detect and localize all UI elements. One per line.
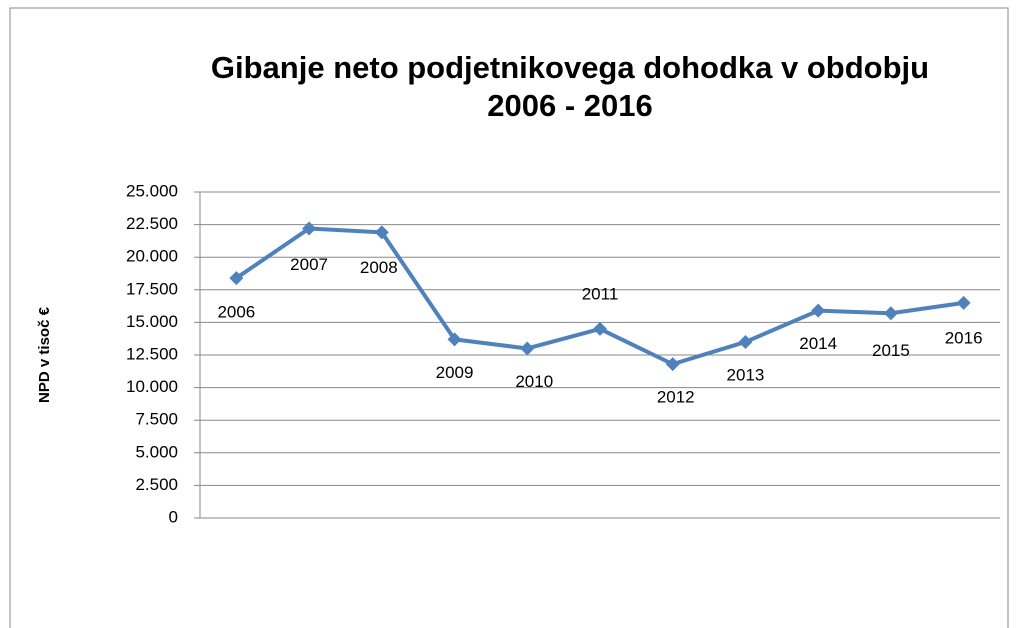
data-label: 2006 <box>217 303 255 322</box>
y-tick-label: 17.500 <box>126 279 178 298</box>
marker <box>520 341 535 356</box>
chart-frame <box>9 7 1009 628</box>
data-label: 2011 <box>582 284 619 303</box>
marker <box>883 306 898 321</box>
data-label: 2015 <box>872 341 910 360</box>
marker <box>302 221 317 236</box>
data-label: 2013 <box>727 365 765 384</box>
data-label: 2016 <box>945 328 983 347</box>
data-label: 2010 <box>515 372 553 391</box>
marker <box>593 321 607 336</box>
data-label: 2009 <box>436 363 474 382</box>
y-tick-label: 20.000 <box>126 247 178 266</box>
marker <box>811 303 826 318</box>
y-tick-label: 7.500 <box>135 410 178 429</box>
chart-title: 2006 - 2016 <box>487 88 652 123</box>
y-tick-label: 12.500 <box>126 344 178 363</box>
marker <box>447 332 462 347</box>
marker <box>665 357 680 372</box>
marker <box>956 295 971 310</box>
y-tick-label: 10.000 <box>126 377 178 396</box>
chart-title: Gibanje neto podjetnikovega dohodka v ob… <box>211 50 929 85</box>
y-tick-label: 5.000 <box>135 442 178 461</box>
marker <box>229 271 244 286</box>
y-tick-label: 25.000 <box>126 181 178 200</box>
data-label: 2012 <box>657 388 695 407</box>
data-label: 2014 <box>799 334 837 353</box>
y-tick-label: 0 <box>169 507 178 526</box>
y-tick-label: 15.000 <box>126 312 178 331</box>
y-tick-label: 22.500 <box>126 214 178 233</box>
y-tick-label: 2.500 <box>135 475 178 494</box>
y-axis-title: NPD v tisoč € <box>36 306 53 403</box>
data-label: 2008 <box>360 258 398 277</box>
marker <box>374 225 389 240</box>
data-label: 2007 <box>290 255 328 274</box>
marker <box>738 334 753 349</box>
